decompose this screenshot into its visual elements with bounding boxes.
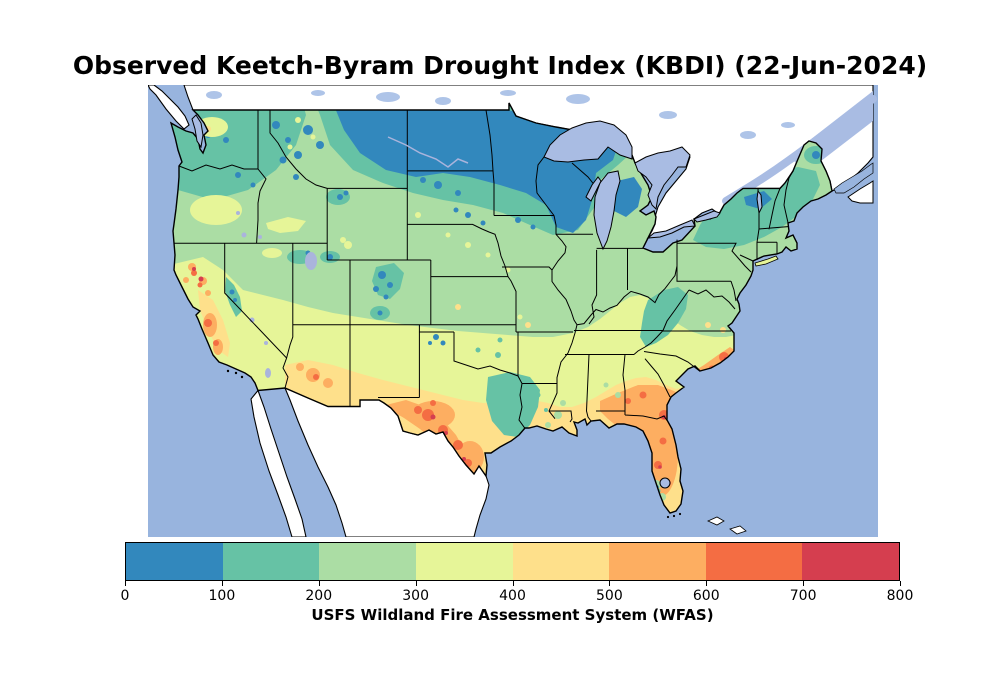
colorbar-segment [705, 543, 803, 580]
us-border-outline [169, 102, 833, 514]
colorbar [125, 542, 900, 581]
colorbar-tick-label: 200 [305, 588, 333, 604]
bahamas [707, 516, 747, 535]
colorbar-axis-label: USFS Wildland Fire Assessment System (WF… [311, 606, 714, 624]
colorbar-tick-label: 600 [692, 588, 720, 604]
colorbar-tick-label: 700 [789, 588, 817, 604]
bay-of-fundy [833, 162, 874, 194]
long-island [754, 255, 779, 267]
colorbar-tick-mark [318, 581, 320, 586]
lake-superior [543, 120, 633, 163]
colorbar-tick-mark [221, 581, 223, 586]
colorbar-tick-mark [609, 581, 611, 586]
salton-sea [265, 368, 271, 378]
map-canvas [147, 84, 878, 538]
figure-title: Observed Keetch-Byram Drought Index (KBD… [72, 51, 928, 80]
missouri-river [387, 136, 469, 168]
colorbar-tick-label: 100 [208, 588, 236, 604]
colorbar-segment [609, 543, 706, 580]
colorbar-tick-label: 500 [596, 588, 623, 604]
colorbar-tick-mark [706, 581, 708, 586]
colorbar-tick-mark [125, 581, 126, 586]
us-kbdi-map [147, 84, 878, 538]
small-islands [226, 369, 682, 519]
lake-champlain [756, 189, 763, 215]
canadian-lakes [206, 90, 795, 139]
colorbar-tick-label: 0 [120, 588, 130, 604]
great-lakes [191, 114, 763, 489]
colorbar-segment [319, 543, 416, 580]
colorbar-tick-mark [803, 581, 805, 586]
colorbar-tick-label: 400 [499, 588, 526, 604]
colorbar-tick-mark [900, 581, 901, 586]
great-salt-lake [305, 252, 317, 270]
colorbar-ticks: 0 100 200 300 400 500 600 700 800 [121, 581, 913, 607]
nova-scotia [847, 180, 874, 204]
vancouver-island [147, 84, 190, 130]
colorbar-tick-label: 800 [886, 588, 914, 604]
colorbar-tick-mark [415, 581, 417, 586]
green-bay [585, 176, 602, 202]
lake-okeechobee [659, 477, 671, 489]
colorbar-tick-mark [512, 581, 514, 586]
colorbar-segment [222, 543, 320, 580]
colorbar-segment [126, 543, 223, 580]
colorbar-segment [512, 543, 610, 580]
lake-huron [634, 146, 691, 211]
state-borders [174, 109, 794, 429]
lake-michigan [593, 170, 621, 251]
colorbar-tick-label: 300 [402, 588, 429, 604]
colorbar-segment [415, 543, 513, 580]
puget-sound [191, 114, 204, 149]
lake-ontario [693, 210, 721, 223]
colorbar-segment [802, 543, 899, 580]
lake-erie [646, 219, 696, 239]
